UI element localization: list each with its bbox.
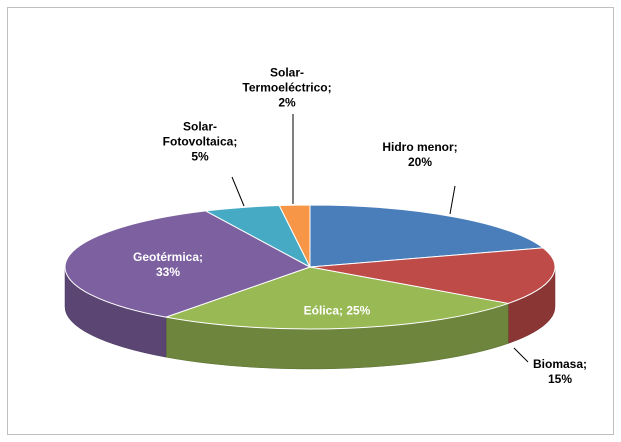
- data-label: Geotérmica; 33%: [132, 250, 204, 279]
- data-label: Solar- Fotovoltaica; 5%: [162, 119, 238, 164]
- slice: Eólica; 25%: [164, 266, 511, 330]
- data-label: Solar- Termoeléctrico; 2%: [242, 65, 332, 110]
- slice: Hidro menor; 20%: [309, 204, 545, 268]
- slice: Geotérmica; 33%: [64, 210, 312, 318]
- data-label: Eólica; 25%: [303, 303, 371, 318]
- slice: Biomasa; 15%: [309, 247, 556, 304]
- data-label: Hidro menor; 20%: [382, 140, 458, 169]
- data-label: Biomasa; 15%: [532, 357, 588, 386]
- slice: Solar- Termoeléctrico; 2%: [278, 204, 311, 268]
- leader-line: [449, 185, 456, 215]
- leader-line: [231, 176, 245, 207]
- leader-line: [513, 347, 529, 363]
